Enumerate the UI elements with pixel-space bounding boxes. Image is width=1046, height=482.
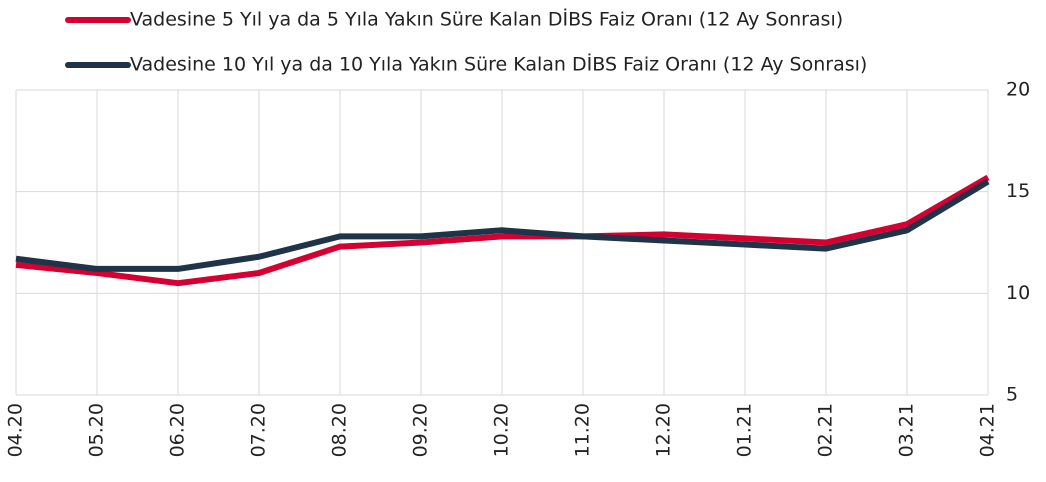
x-tick-label: 10.20 [491,403,513,457]
x-tick-label: 11.20 [572,403,594,457]
line-series [15,174,990,287]
x-tick-label: 08.20 [329,403,351,457]
x-tick-label: 12.20 [653,403,675,457]
x-tick-label: 04.20 [5,403,27,457]
y-tick-label: 15 [1006,180,1030,202]
line-series [15,178,990,272]
legend-label: Vadesine 10 Yıl ya da 10 Yıla Yakın Süre… [130,53,867,76]
x-tick-label: 02.21 [815,403,837,457]
y-tick-label: 5 [1006,384,1018,406]
y-tick-label: 10 [1006,282,1030,304]
legend-label: Vadesine 5 Yıl ya da 5 Yıla Yakın Süre K… [130,8,843,31]
x-tick-label: 03.21 [896,403,918,457]
x-tick-label: 05.20 [86,403,108,457]
x-tick-label: 09.20 [410,403,432,457]
x-tick-label: 06.20 [167,403,189,457]
y-tick-label: 20 [1006,79,1030,101]
x-tick-label: 04.21 [977,403,999,457]
x-tick-label: 07.20 [248,403,270,457]
x-tick-label: 01.21 [734,403,756,457]
